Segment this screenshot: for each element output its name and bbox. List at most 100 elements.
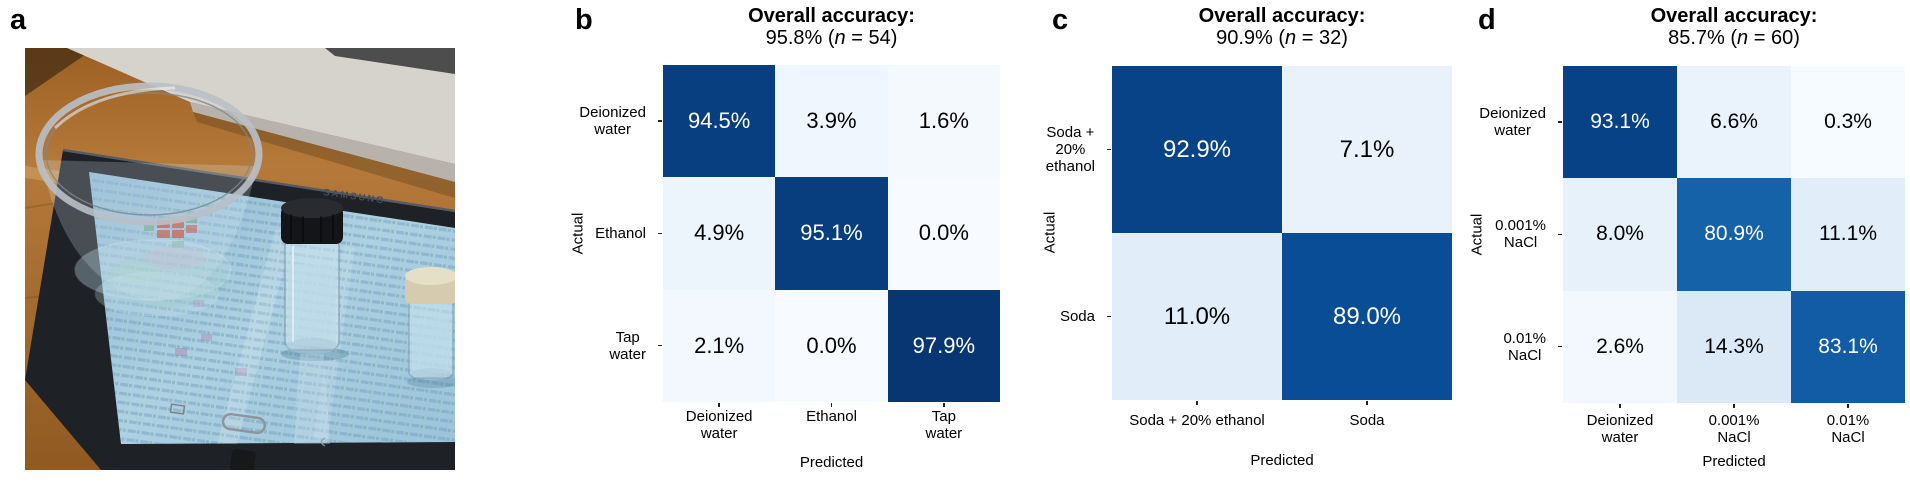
laptop-front-edge (190, 102, 455, 182)
panel-title-line1: Overall accuracy: (748, 5, 915, 27)
screen-reflection (217, 228, 295, 444)
panel-title-line1: Overall accuracy: (1650, 5, 1818, 27)
row-label-b-1: Ethanol (541, 177, 655, 289)
cell-d-0-0: 93.1% (1563, 66, 1677, 179)
row-label-text: Soda (1059, 307, 1095, 325)
col-tick-c-1 (1366, 401, 1368, 405)
col-tick-d-2 (1847, 404, 1849, 408)
cell-d-0-2: 0.3% (1791, 66, 1905, 179)
cell-d-1-0: 8.0% (1563, 178, 1677, 291)
cell-c-0-1: 7.1% (1282, 66, 1452, 233)
vial-black-cap (281, 198, 349, 444)
cell-d-2-1: 14.3% (1677, 290, 1791, 403)
cell-d-2-2: 83.1% (1791, 290, 1905, 403)
laptop (67, 48, 455, 164)
panel-title-d: Overall accuracy: 85.7% (n = 60) (1554, 5, 1910, 49)
cell-d-0-1: 6.6% (1677, 66, 1791, 179)
col-tick-b-2 (943, 403, 945, 407)
col-label-c-0: Soda + 20% ethanol (1129, 412, 1265, 429)
panel-title-line2: 85.7% (n = 60) (1668, 27, 1800, 49)
row-label-c-0: Soda +20% ethanol (990, 66, 1104, 233)
vial-cream-cap (405, 267, 459, 388)
axis-label-predicted-d: Predicted (1702, 453, 1766, 470)
usb-cable (229, 448, 256, 474)
row-label-c-1: Soda (990, 233, 1104, 400)
tablet-menu-icon (169, 403, 186, 415)
col-label-b-2: Tap water (925, 408, 963, 443)
row-label-d-1: 0.001% NaCl (1441, 178, 1555, 290)
photo-illustration: SAMSUNG (24, 48, 459, 474)
row-tick-c-1 (1107, 315, 1111, 317)
cell-c-0-0: 92.9% (1112, 66, 1282, 233)
row-label-b-0: Deionized water (541, 65, 655, 177)
axis-label-predicted-b: Predicted (799, 454, 864, 471)
col-label-b-0: Deionized water (685, 408, 753, 443)
row-tick-b-0 (658, 120, 662, 122)
cell-b-0-2: 1.6% (887, 65, 1000, 178)
row-label-d-2: 0.01% NaCl (1441, 291, 1555, 403)
cell-b-2-1: 0.0% (775, 289, 888, 402)
row-label-text: Soda +20% ethanol (1045, 123, 1095, 176)
italic-n: n (1737, 27, 1749, 49)
row-tick-b-2 (658, 344, 662, 347)
row-tick-d-0 (1558, 121, 1562, 123)
tablet-home-button (221, 412, 267, 435)
screen-sensor-grid (89, 172, 455, 444)
row-label-text: Ethanol (595, 224, 646, 242)
tablet-back-icon (320, 437, 326, 447)
cell-c-1-1: 89.0% (1282, 233, 1452, 400)
panel-letter-c: c (1052, 4, 1069, 36)
cell-b-2-2: 97.9% (887, 289, 1000, 402)
cell-d-1-1: 80.9% (1677, 178, 1791, 291)
col-label-c-1: Soda (1349, 412, 1385, 429)
cell-b-1-1: 95.1% (775, 177, 888, 290)
col-label-d-2: 0.01% NaCl (1826, 412, 1870, 447)
cell-b-0-0: 94.5% (663, 65, 776, 178)
axis-label-predicted-c: Predicted (1250, 452, 1314, 469)
cell-c-1-0: 11.0% (1112, 233, 1282, 400)
italic-n: n (834, 27, 846, 49)
cell-b-1-0: 4.9% (663, 177, 776, 290)
row-label-text: Deionized water (1479, 104, 1546, 140)
col-label-d-0: Deionized water (1586, 412, 1654, 447)
axis-label-actual-c: Actual (1041, 211, 1059, 254)
row-tick-c-0 (1107, 148, 1111, 150)
row-label-text: Deionized water (579, 103, 646, 139)
col-label-d-1: 0.001% NaCl (1708, 412, 1760, 447)
col-tick-b-1 (830, 403, 833, 407)
laptop-shadow (193, 112, 455, 198)
row-label-text: 0.01% NaCl (1503, 329, 1546, 364)
desk-shadow-corner (25, 48, 95, 96)
panel-title-b: Overall accuracy: 95.8% (n = 54) (652, 5, 1012, 49)
row-tick-d-1 (1558, 233, 1562, 235)
glass-bowl (35, 82, 263, 317)
cell-d-1-2: 11.1% (1791, 178, 1905, 291)
heatmap-c: 92.9% 7.1% 11.0% 89.0% (1112, 66, 1452, 400)
italic-n: n (1285, 27, 1297, 49)
col-label-b-1: Ethanol (806, 408, 857, 425)
heatmap-b: 94.5% 3.9% 1.6% 4.9% 95.1% 0.0% 2.1% 0.0% 97.9% (663, 65, 1000, 402)
heatmap-d: 93.1% 6.6% 0.3% 8.0% 80.9% 11.1% 2.6% 14.3% 83.1… (1563, 66, 1905, 403)
axis-label-actual-d: Actual (1468, 213, 1486, 255)
row-tick-b-1 (658, 232, 662, 234)
panel-title-c: Overall accuracy: 90.9% (n = 32) (1102, 5, 1462, 49)
laptop-hinge (325, 48, 455, 74)
cell-b-2-0: 2.1% (663, 289, 776, 402)
row-label-d-0: Deionized water (1441, 66, 1555, 178)
panel-title-line2: 95.8% (n = 54) (765, 27, 898, 49)
panel-title-line2: 90.9% (n = 32) (1216, 27, 1348, 49)
cell-d-2-0: 2.6% (1563, 290, 1677, 403)
screen-teal-tint (103, 252, 227, 308)
row-label-text: Tap water (609, 328, 646, 363)
row-tick-d-2 (1558, 345, 1562, 348)
axis-label-actual-b: Actual (569, 212, 587, 254)
cell-b-1-2: 0.0% (887, 177, 1000, 290)
row-label-b-2: Tap water (541, 290, 655, 402)
cell-b-0-1: 3.9% (775, 65, 888, 178)
panel-title-line1: Overall accuracy: (1198, 5, 1366, 27)
tablet-edge-highlight (62, 148, 456, 213)
panel-letter-b: b (575, 4, 593, 36)
photo-panel: SAMSUNG (24, 48, 459, 474)
row-label-text: 0.001% NaCl (1495, 217, 1546, 252)
